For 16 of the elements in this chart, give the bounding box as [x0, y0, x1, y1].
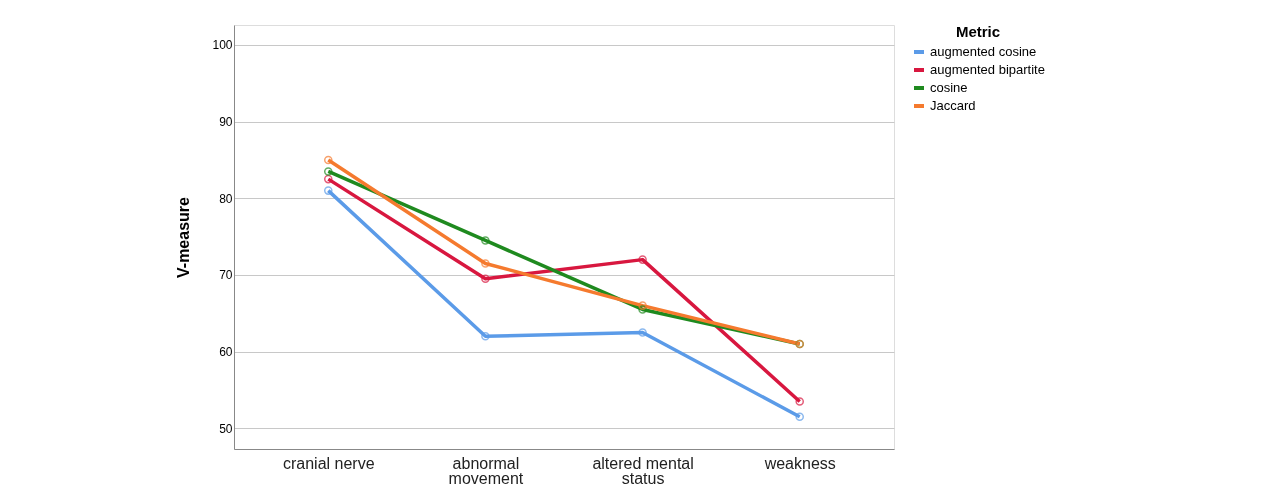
y-tick-label: 70: [219, 268, 233, 283]
legend-label: augmented bipartite: [930, 62, 1045, 77]
x-tick-label: altered mental status: [592, 454, 694, 487]
y-tick-label: 80: [219, 191, 233, 206]
x-tick-label: abnormal movement: [448, 454, 524, 487]
x-tick-label: cranial nerve: [282, 454, 375, 472]
legend-label: augmented cosine: [930, 44, 1037, 59]
y-tick-label: 60: [219, 345, 233, 360]
y-tick-label: 100: [212, 38, 233, 53]
legend-title: Metric: [955, 23, 1001, 40]
legend-label: cosine: [930, 80, 968, 95]
y-axis-title: V-measure: [175, 196, 193, 278]
y-tick-label: 90: [219, 115, 233, 130]
x-tick-label: weakness: [763, 454, 836, 472]
legend-label: Jaccard: [930, 98, 976, 113]
y-tick-label: 50: [219, 421, 233, 436]
